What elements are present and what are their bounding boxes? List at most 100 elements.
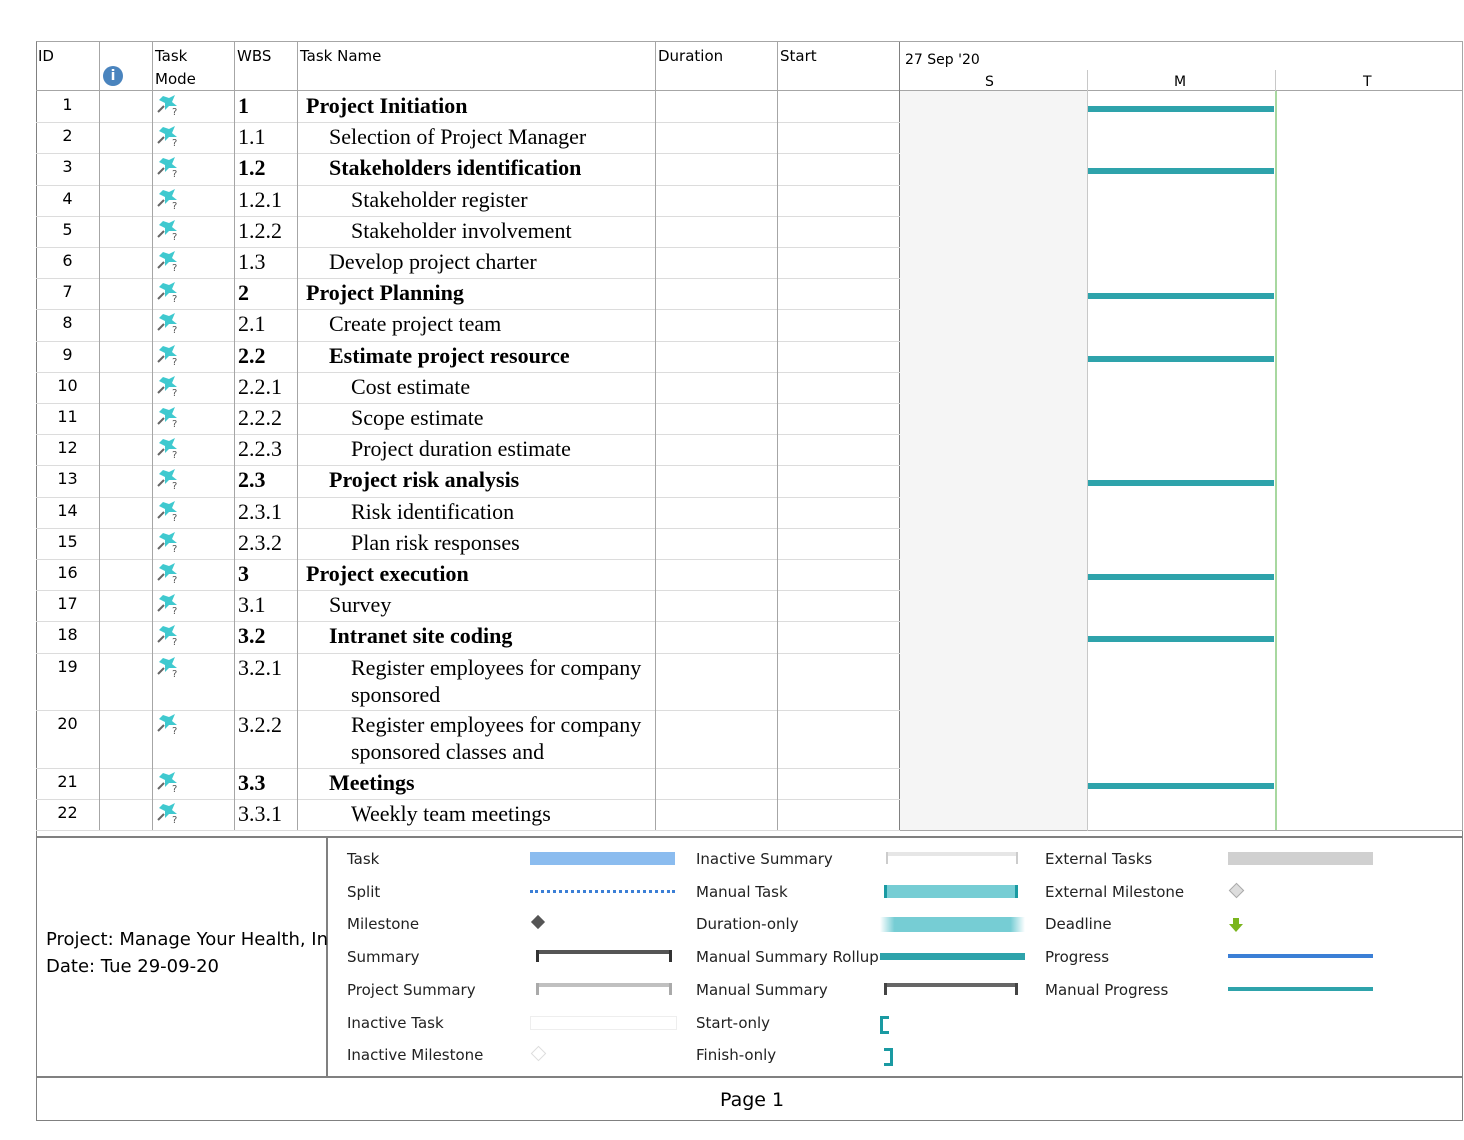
manual-summary-rollup-bar[interactable]: [1088, 782, 1274, 789]
duration-cell[interactable]: [655, 371, 777, 403]
duration-cell[interactable]: [655, 278, 777, 310]
task-row[interactable]: 20 ? 3.2.2 Register employees for compan…: [36, 710, 900, 769]
task-name-cell[interactable]: Stakeholders identification: [297, 153, 655, 185]
task-row[interactable]: 4 ? 1.2.1 Stakeholder register: [36, 184, 900, 217]
duration-cell[interactable]: [655, 527, 777, 559]
col-header-task-mode[interactable]: Task Mode: [152, 42, 234, 91]
task-row[interactable]: 2 ? 1.1 Selection of Project Manager: [36, 122, 900, 155]
start-cell[interactable]: [777, 527, 899, 559]
task-mode-cell[interactable]: ?: [152, 371, 234, 403]
task-row[interactable]: 14 ? 2.3.1 Risk identification: [36, 496, 900, 529]
start-cell[interactable]: [777, 215, 899, 247]
duration-cell[interactable]: [655, 434, 777, 466]
manual-summary-rollup-bar[interactable]: [1088, 480, 1274, 487]
task-mode-cell[interactable]: ?: [152, 122, 234, 154]
task-row[interactable]: 7 ? 2 Project Planning: [36, 278, 900, 311]
task-name-cell[interactable]: Project Planning: [297, 278, 655, 310]
task-name-cell[interactable]: Develop project charter: [297, 247, 655, 279]
col-header-task-name[interactable]: Task Name: [297, 42, 655, 91]
task-mode-cell[interactable]: ?: [152, 153, 234, 185]
start-cell[interactable]: [777, 710, 899, 768]
task-name-cell[interactable]: Risk identification: [297, 496, 655, 528]
start-cell[interactable]: [777, 621, 899, 653]
duration-cell[interactable]: [655, 153, 777, 185]
start-cell[interactable]: [777, 767, 899, 799]
task-mode-cell[interactable]: ?: [152, 710, 234, 768]
task-mode-cell[interactable]: ?: [152, 340, 234, 372]
duration-cell[interactable]: [655, 590, 777, 622]
task-row[interactable]: 10 ? 2.2.1 Cost estimate: [36, 371, 900, 404]
task-mode-cell[interactable]: ?: [152, 434, 234, 466]
start-cell[interactable]: [777, 278, 899, 310]
task-name-cell[interactable]: Plan risk responses: [297, 527, 655, 559]
duration-cell[interactable]: [655, 559, 777, 591]
task-mode-cell[interactable]: ?: [152, 465, 234, 497]
manual-summary-rollup-bar[interactable]: [1088, 168, 1274, 175]
task-mode-cell[interactable]: ?: [152, 767, 234, 799]
col-header-id[interactable]: ID: [38, 47, 54, 65]
manual-summary-rollup-bar[interactable]: [1088, 355, 1274, 362]
task-row[interactable]: 12 ? 2.2.3 Project duration estimate: [36, 434, 900, 467]
task-row[interactable]: 1 ? 1 Project Initiation: [36, 91, 900, 124]
duration-cell[interactable]: [655, 215, 777, 247]
duration-cell[interactable]: [655, 340, 777, 372]
manual-summary-rollup-bar[interactable]: [1088, 106, 1274, 112]
task-name-cell[interactable]: Stakeholder involvement: [297, 215, 655, 247]
task-mode-cell[interactable]: ?: [152, 91, 234, 123]
start-cell[interactable]: [777, 153, 899, 185]
start-cell[interactable]: [777, 309, 899, 341]
task-name-cell[interactable]: Project execution: [297, 559, 655, 591]
duration-cell[interactable]: [655, 496, 777, 528]
task-row[interactable]: 18 ? 3.2 Intranet site coding: [36, 621, 900, 654]
task-name-cell[interactable]: Create project team: [297, 309, 655, 341]
task-mode-cell[interactable]: ?: [152, 652, 234, 711]
task-mode-cell[interactable]: ?: [152, 247, 234, 279]
task-name-cell[interactable]: Project risk analysis: [297, 465, 655, 497]
task-mode-cell[interactable]: ?: [152, 184, 234, 216]
task-row[interactable]: 5 ? 1.2.2 Stakeholder involvement: [36, 215, 900, 248]
start-cell[interactable]: [777, 91, 899, 123]
task-mode-cell[interactable]: ?: [152, 527, 234, 559]
task-mode-cell[interactable]: ?: [152, 590, 234, 622]
task-row[interactable]: 16 ? 3 Project execution: [36, 559, 900, 592]
task-name-cell[interactable]: Project duration estimate: [297, 434, 655, 466]
start-cell[interactable]: [777, 652, 899, 711]
start-cell[interactable]: [777, 247, 899, 279]
task-name-cell[interactable]: Meetings: [297, 767, 655, 799]
task-name-cell[interactable]: Cost estimate: [297, 371, 655, 403]
duration-cell[interactable]: [655, 184, 777, 216]
start-cell[interactable]: [777, 184, 899, 216]
duration-cell[interactable]: [655, 465, 777, 497]
col-header-indicators[interactable]: i: [99, 42, 152, 91]
duration-cell[interactable]: [655, 652, 777, 711]
start-cell[interactable]: [777, 496, 899, 528]
task-row[interactable]: 19 ? 3.2.1 Register employees for compan…: [36, 652, 900, 712]
task-name-cell[interactable]: Survey: [297, 590, 655, 622]
duration-cell[interactable]: [655, 247, 777, 279]
start-cell[interactable]: [777, 798, 899, 830]
start-cell[interactable]: [777, 559, 899, 591]
task-mode-cell[interactable]: ?: [152, 621, 234, 653]
start-cell[interactable]: [777, 371, 899, 403]
task-mode-cell[interactable]: ?: [152, 309, 234, 341]
task-name-cell[interactable]: Project Initiation: [297, 91, 655, 123]
duration-cell[interactable]: [655, 403, 777, 435]
start-cell[interactable]: [777, 465, 899, 497]
duration-cell[interactable]: [655, 710, 777, 768]
task-row[interactable]: 9 ? 2.2 Estimate project resource: [36, 340, 900, 373]
start-cell[interactable]: [777, 122, 899, 154]
manual-summary-rollup-bar[interactable]: [1088, 293, 1274, 300]
duration-cell[interactable]: [655, 621, 777, 653]
task-row[interactable]: 11 ? 2.2.2 Scope estimate: [36, 403, 900, 436]
start-cell[interactable]: [777, 403, 899, 435]
start-cell[interactable]: [777, 434, 899, 466]
task-name-cell[interactable]: Weekly team meetings: [297, 798, 655, 830]
task-row[interactable]: 21 ? 3.3 Meetings: [36, 767, 900, 800]
task-name-cell[interactable]: Intranet site coding: [297, 621, 655, 653]
col-header-duration[interactable]: Duration: [655, 42, 777, 91]
task-row[interactable]: 22 ? 3.3.1 Weekly team meetings: [36, 798, 900, 831]
task-mode-cell[interactable]: ?: [152, 496, 234, 528]
task-name-cell[interactable]: Selection of Project Manager: [297, 122, 655, 154]
task-mode-cell[interactable]: ?: [152, 798, 234, 830]
duration-cell[interactable]: [655, 798, 777, 830]
